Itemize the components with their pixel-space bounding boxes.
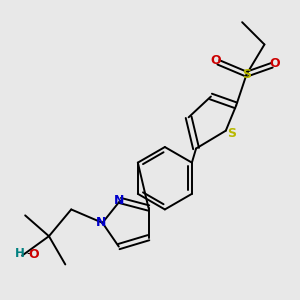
Text: S: S: [226, 127, 236, 140]
Text: O: O: [211, 54, 221, 67]
Text: N: N: [96, 216, 106, 229]
Text: N: N: [114, 194, 124, 207]
Text: -: -: [26, 248, 31, 260]
Text: O: O: [269, 57, 280, 70]
Text: O: O: [29, 248, 39, 260]
Text: S: S: [242, 68, 251, 81]
Text: H: H: [15, 247, 25, 260]
